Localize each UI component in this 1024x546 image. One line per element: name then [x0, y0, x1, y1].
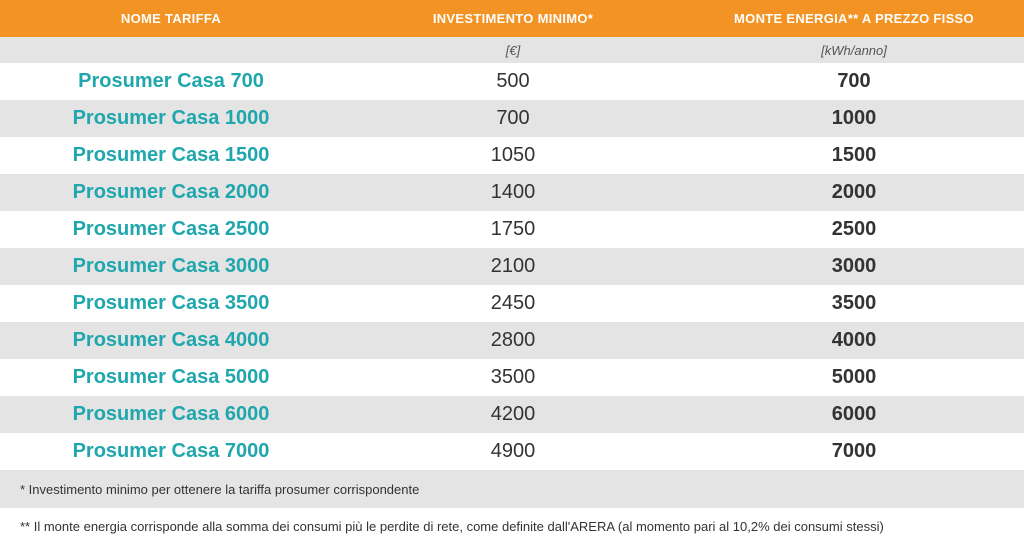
table-row: Prosumer Casa 3000 2100 3000 — [0, 248, 1024, 285]
table-header: NOME TARIFFA INVESTIMENTO MINIMO* MONTE … — [0, 0, 1024, 37]
tariff-name-cell: Prosumer Casa 2000 — [72, 181, 270, 203]
tariff-name-cell: Prosumer Casa 1500 — [72, 144, 270, 166]
footnote-investment: * Investimento minimo per ottenere la ta… — [0, 470, 1024, 508]
tariff-name-cell: Prosumer Casa 4000 — [72, 329, 270, 351]
units-row: [€] [kWh/anno] — [0, 37, 1024, 63]
tariff-name-cell: Prosumer Casa 6000 — [72, 403, 270, 425]
investment-cell: 2450 — [490, 292, 536, 314]
table-row: Prosumer Casa 1000 700 1000 — [0, 100, 1024, 137]
tariff-name-cell: Prosumer Casa 3500 — [72, 292, 270, 314]
header-tariff-name: NOME TARIFFA — [120, 11, 222, 26]
energy-cell: 2500 — [831, 218, 877, 240]
table-row: Prosumer Casa 3500 2450 3500 — [0, 285, 1024, 322]
energy-cell: 1500 — [831, 144, 877, 166]
unit-min-investment: [€] — [505, 42, 521, 58]
investment-cell: 2100 — [490, 255, 536, 277]
tariff-name-cell: Prosumer Casa 1000 — [72, 107, 270, 129]
table-row: Prosumer Casa 2000 1400 2000 — [0, 174, 1024, 211]
energy-cell: 6000 — [831, 403, 877, 425]
header-min-investment: INVESTIMENTO MINIMO* — [432, 11, 594, 26]
energy-cell: 5000 — [831, 366, 877, 388]
investment-cell: 1050 — [490, 144, 536, 166]
investment-cell: 1400 — [490, 181, 536, 203]
investment-cell: 4900 — [490, 440, 536, 462]
table-row: Prosumer Casa 2500 1750 2500 — [0, 211, 1024, 248]
investment-cell: 4200 — [490, 403, 536, 425]
table-body: Prosumer Casa 700 500 700 Prosumer Casa … — [0, 63, 1024, 470]
tariff-name-cell: Prosumer Casa 700 — [78, 70, 264, 92]
tariff-name-cell: Prosumer Casa 2500 — [72, 218, 270, 240]
investment-cell: 2800 — [490, 329, 536, 351]
energy-cell: 2000 — [831, 181, 877, 203]
table-row: Prosumer Casa 6000 4200 6000 — [0, 396, 1024, 433]
investment-cell: 700 — [496, 107, 530, 129]
tariff-name-cell: Prosumer Casa 7000 — [72, 440, 270, 462]
energy-cell: 4000 — [831, 329, 877, 351]
unit-energy-amount: [kWh/anno] — [821, 42, 887, 58]
unit-tariff-name — [0, 37, 342, 63]
energy-cell: 700 — [837, 70, 871, 92]
investment-cell: 3500 — [490, 366, 536, 388]
table-row: Prosumer Casa 5000 3500 5000 — [0, 359, 1024, 396]
investment-cell: 500 — [496, 70, 530, 92]
tariff-name-cell: Prosumer Casa 5000 — [72, 366, 270, 388]
table-row: Prosumer Casa 7000 4900 7000 — [0, 433, 1024, 470]
footnote-energy: ** Il monte energia corrisponde alla som… — [0, 508, 1024, 544]
header-energy-amount: MONTE ENERGIA** A PREZZO FISSO — [734, 11, 974, 26]
investment-cell: 1750 — [490, 218, 536, 240]
table-row: Prosumer Casa 700 500 700 — [0, 63, 1024, 100]
energy-cell: 3000 — [831, 255, 877, 277]
table-row: Prosumer Casa 1500 1050 1500 — [0, 137, 1024, 174]
tariff-name-cell: Prosumer Casa 3000 — [72, 255, 270, 277]
energy-cell: 1000 — [831, 107, 877, 129]
energy-cell: 7000 — [831, 440, 877, 462]
energy-cell: 3500 — [831, 292, 877, 314]
table-row: Prosumer Casa 4000 2800 4000 — [0, 322, 1024, 359]
